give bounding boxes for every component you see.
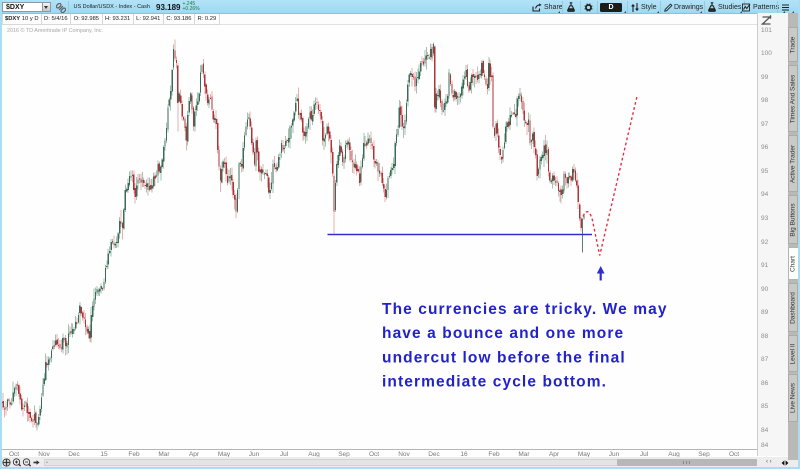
- svg-text:undercut low before the final: undercut low before the final: [382, 349, 626, 366]
- svg-text:intermediate cycle bottom.: intermediate cycle bottom.: [382, 374, 607, 391]
- svg-text:The currencies are tricky. We: The currencies are tricky. We may: [382, 301, 668, 318]
- svg-text:have a bounce and one more: have a bounce and one more: [382, 325, 624, 342]
